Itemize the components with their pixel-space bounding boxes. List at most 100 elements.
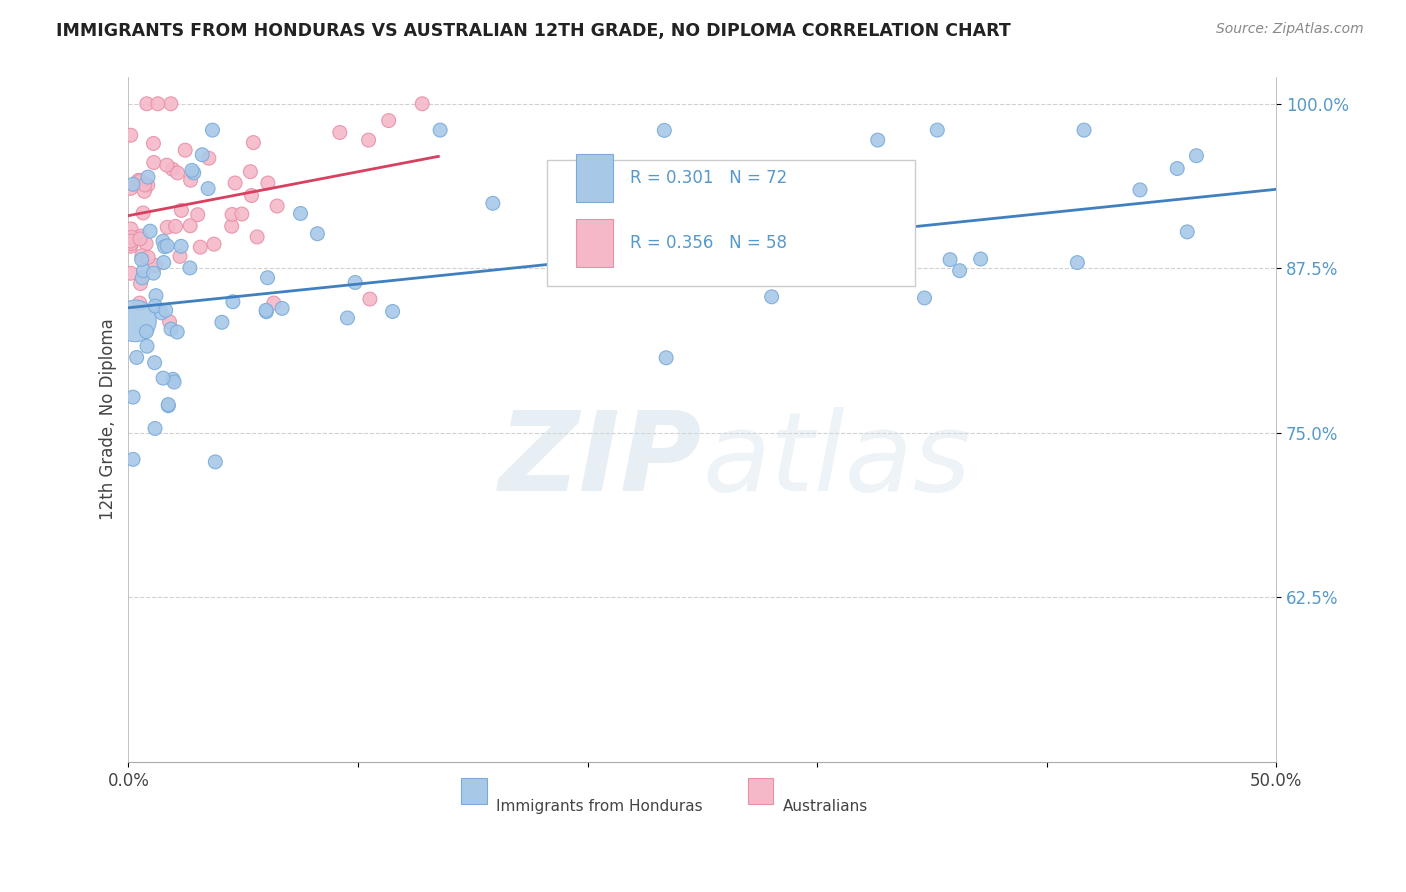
Point bbox=[129, 229, 152, 244]
Point bbox=[128, 296, 150, 310]
Point bbox=[129, 174, 152, 188]
Point bbox=[239, 164, 262, 178]
Point bbox=[122, 390, 145, 404]
Point bbox=[266, 199, 288, 213]
Point bbox=[152, 255, 174, 269]
Point bbox=[165, 219, 187, 234]
Point bbox=[939, 252, 962, 267]
Point bbox=[120, 181, 142, 195]
Point bbox=[263, 296, 285, 310]
Point bbox=[179, 219, 201, 233]
Point bbox=[1166, 161, 1188, 176]
Point bbox=[143, 299, 166, 313]
Point bbox=[136, 170, 159, 185]
Point bbox=[179, 260, 201, 275]
Point bbox=[1185, 149, 1208, 163]
Point bbox=[120, 236, 142, 251]
Point bbox=[759, 186, 782, 200]
Point bbox=[139, 224, 162, 238]
Point bbox=[482, 196, 505, 211]
Point bbox=[143, 421, 166, 435]
Point bbox=[240, 188, 263, 202]
Point bbox=[166, 325, 188, 339]
Point bbox=[132, 206, 155, 220]
Point bbox=[128, 173, 150, 187]
Point bbox=[553, 244, 575, 259]
Point bbox=[969, 252, 991, 266]
Text: R = 0.301   N = 72: R = 0.301 N = 72 bbox=[630, 169, 787, 187]
Point bbox=[124, 314, 146, 328]
Point bbox=[152, 235, 174, 249]
Point bbox=[357, 133, 380, 147]
Point bbox=[411, 96, 433, 111]
Point bbox=[221, 207, 243, 221]
Point bbox=[221, 219, 243, 234]
Point bbox=[132, 263, 155, 277]
Point bbox=[120, 239, 142, 253]
Point bbox=[710, 215, 733, 229]
Point bbox=[157, 398, 180, 412]
Point bbox=[153, 240, 176, 254]
Text: Immigrants from Honduras: Immigrants from Honduras bbox=[496, 799, 703, 814]
Text: Source: ZipAtlas.com: Source: ZipAtlas.com bbox=[1216, 22, 1364, 37]
FancyBboxPatch shape bbox=[547, 160, 914, 286]
Point bbox=[359, 292, 381, 306]
Point bbox=[152, 371, 174, 385]
Point bbox=[180, 173, 202, 187]
Point bbox=[156, 158, 179, 172]
Point bbox=[666, 219, 689, 233]
Point bbox=[1073, 123, 1095, 137]
Point bbox=[142, 136, 165, 151]
Point bbox=[136, 178, 159, 193]
Point bbox=[150, 306, 173, 320]
Point bbox=[129, 232, 152, 246]
Point bbox=[163, 375, 186, 389]
Point bbox=[204, 455, 226, 469]
Point bbox=[169, 249, 191, 263]
Point bbox=[122, 178, 145, 192]
Point bbox=[198, 151, 221, 165]
Point bbox=[1175, 225, 1198, 239]
Point bbox=[134, 178, 156, 192]
Point bbox=[157, 399, 180, 413]
Point bbox=[136, 251, 159, 265]
Point bbox=[131, 249, 153, 263]
Point bbox=[146, 96, 169, 111]
Point bbox=[174, 143, 197, 157]
Point bbox=[652, 123, 675, 137]
Point bbox=[159, 315, 181, 329]
Point bbox=[211, 315, 233, 329]
Point bbox=[271, 301, 294, 316]
Point bbox=[257, 176, 280, 190]
Point bbox=[202, 237, 225, 252]
Bar bbox=[576, 219, 613, 267]
Point bbox=[142, 266, 165, 280]
Point bbox=[201, 123, 224, 137]
Point bbox=[135, 96, 157, 111]
Point bbox=[1066, 255, 1088, 269]
Point bbox=[914, 291, 936, 305]
Point bbox=[256, 270, 278, 285]
Point bbox=[222, 294, 245, 309]
Point bbox=[254, 304, 277, 318]
Point bbox=[254, 303, 277, 318]
Point bbox=[429, 123, 451, 137]
Text: IMMIGRANTS FROM HONDURAS VS AUSTRALIAN 12TH GRADE, NO DIPLOMA CORRELATION CHART: IMMIGRANTS FROM HONDURAS VS AUSTRALIAN 1… bbox=[56, 22, 1011, 40]
Point bbox=[761, 290, 783, 304]
Point bbox=[155, 303, 177, 318]
Point bbox=[662, 269, 685, 284]
Point bbox=[135, 325, 157, 339]
Point bbox=[290, 206, 312, 220]
Point bbox=[142, 155, 165, 169]
Point bbox=[187, 208, 209, 222]
Point bbox=[125, 351, 148, 365]
Point bbox=[166, 166, 188, 180]
Point bbox=[246, 230, 269, 244]
Point bbox=[170, 239, 193, 253]
Point bbox=[224, 176, 246, 190]
Point bbox=[1129, 183, 1152, 197]
Point bbox=[655, 351, 678, 365]
Bar bbox=[461, 778, 486, 805]
Point bbox=[120, 128, 142, 143]
Point bbox=[145, 288, 167, 302]
